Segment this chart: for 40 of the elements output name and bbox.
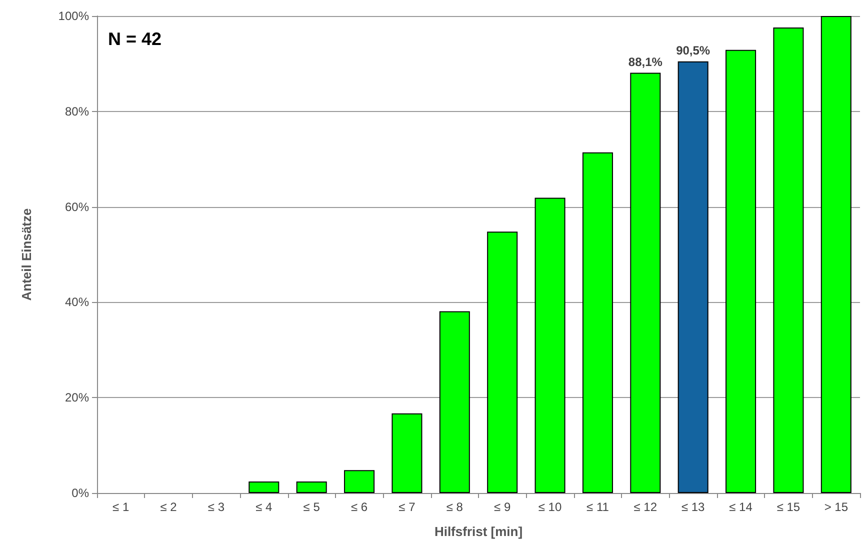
- bar: [773, 27, 804, 493]
- x-tick-label: ≤ 4: [256, 500, 273, 514]
- x-tick-label: ≤ 3: [208, 500, 225, 514]
- y-tick-label: 80%: [64, 104, 90, 118]
- x-tick-label: ≤ 15: [776, 500, 800, 514]
- bar: [726, 50, 756, 493]
- bar: [296, 482, 327, 493]
- bar: [344, 470, 375, 493]
- y-tick-label: 60%: [64, 200, 90, 214]
- bar: [678, 61, 708, 493]
- x-tick-label: ≤ 11: [586, 500, 610, 514]
- x-tick-label: ≤ 7: [398, 500, 416, 514]
- x-tick-label: > 15: [824, 500, 848, 514]
- x-tick-label: ≤ 5: [303, 500, 320, 514]
- x-axis-title: Hilfsfrist [min]: [434, 524, 523, 539]
- y-tick-label: 20%: [64, 390, 90, 405]
- x-tick-label: ≤ 13: [681, 500, 706, 514]
- bar: [248, 482, 280, 493]
- bar: [534, 198, 566, 493]
- y-tick-label: 100%: [58, 9, 90, 23]
- x-tick-label: ≤ 12: [634, 500, 658, 514]
- data-label: 88,1%: [628, 54, 663, 69]
- y-tick-label: 40%: [64, 295, 90, 310]
- bar: [392, 413, 422, 493]
- annotation: N = 42: [108, 29, 162, 49]
- bar: [439, 311, 470, 493]
- bar: [820, 16, 852, 493]
- bar: [582, 152, 613, 493]
- y-tick-label: 0%: [72, 486, 90, 500]
- x-tick-label: ≤ 1: [112, 500, 130, 514]
- data-label: 90,5%: [676, 43, 710, 58]
- bar: [630, 72, 661, 493]
- x-tick-label: ≤ 10: [538, 500, 562, 514]
- y-axis-title: Anteil Einsätze: [19, 208, 34, 301]
- x-tick-label: ≤ 9: [494, 500, 511, 514]
- x-tick-label: ≤ 6: [350, 500, 368, 514]
- x-tick-label: ≤ 2: [160, 500, 178, 514]
- bar: [487, 232, 518, 493]
- x-tick-label: ≤ 8: [446, 500, 464, 514]
- x-tick-label: ≤ 14: [729, 500, 753, 514]
